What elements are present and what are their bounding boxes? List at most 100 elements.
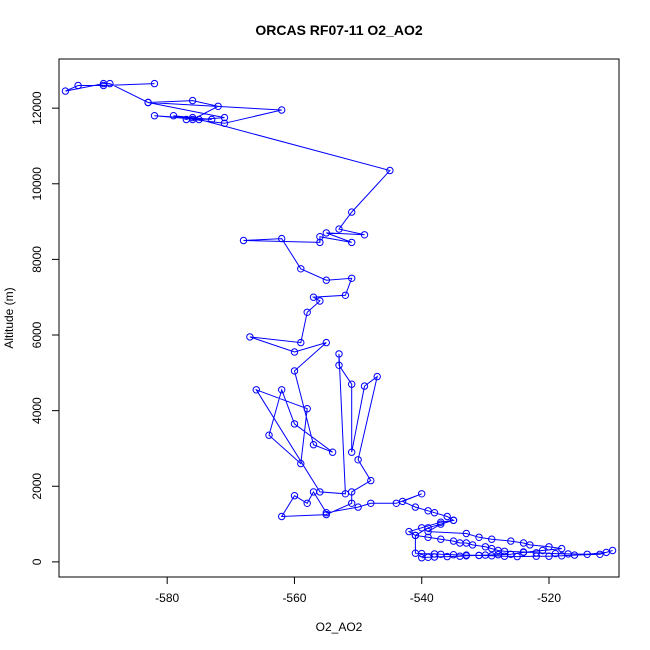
y-tick-label: 4000 bbox=[30, 397, 44, 424]
data-point bbox=[449, 516, 458, 524]
data-point bbox=[532, 552, 540, 560]
data-point bbox=[290, 367, 299, 375]
data-point bbox=[297, 459, 305, 468]
data-point bbox=[545, 543, 553, 551]
data-point bbox=[144, 98, 152, 107]
data-point bbox=[106, 79, 114, 88]
x-tick-label: -540 bbox=[410, 591, 434, 605]
x-tick-label: -580 bbox=[155, 591, 179, 605]
data-point bbox=[398, 497, 407, 506]
data-point bbox=[424, 527, 432, 536]
data-point bbox=[195, 115, 203, 124]
data-point bbox=[297, 265, 305, 273]
data-point bbox=[507, 537, 515, 545]
data-point bbox=[500, 547, 509, 555]
data-point bbox=[418, 554, 426, 562]
data-point bbox=[538, 546, 547, 555]
data-point bbox=[341, 291, 350, 299]
data-point bbox=[335, 350, 343, 358]
data-point bbox=[411, 549, 420, 557]
y-tick-label: 8000 bbox=[30, 246, 44, 273]
data-point bbox=[583, 550, 591, 558]
data-point bbox=[322, 229, 330, 237]
data-point bbox=[526, 541, 534, 549]
data-point bbox=[437, 520, 445, 528]
data-point bbox=[220, 119, 229, 128]
data-point bbox=[418, 490, 426, 498]
data-point bbox=[424, 533, 432, 541]
data-point bbox=[309, 441, 318, 449]
data-point bbox=[188, 113, 197, 122]
data-point bbox=[290, 420, 299, 428]
data-point bbox=[430, 509, 439, 517]
data-point bbox=[475, 533, 483, 541]
data-point bbox=[239, 236, 248, 245]
x-tick-label: -520 bbox=[537, 591, 561, 605]
y-tick-label: 6000 bbox=[30, 321, 44, 348]
data-point bbox=[99, 81, 108, 90]
series-layer bbox=[61, 79, 617, 562]
data-point bbox=[322, 338, 330, 347]
x-axis-label: O2_AO2 bbox=[316, 620, 363, 634]
data-point bbox=[278, 386, 286, 394]
data-point bbox=[348, 499, 356, 507]
x-tick-label: -560 bbox=[282, 591, 306, 605]
y-tick-label: 0 bbox=[30, 558, 44, 565]
data-point bbox=[188, 96, 197, 105]
data-point bbox=[303, 405, 311, 413]
data-point bbox=[558, 544, 566, 553]
data-point bbox=[150, 79, 159, 88]
data-point bbox=[348, 208, 356, 216]
data-point bbox=[61, 87, 70, 95]
data-point bbox=[532, 549, 540, 557]
data-point bbox=[462, 529, 470, 538]
data-point bbox=[278, 234, 286, 243]
data-point bbox=[360, 231, 369, 239]
data-point bbox=[367, 499, 375, 507]
data-point bbox=[290, 492, 299, 500]
data-point bbox=[278, 512, 286, 521]
data-point bbox=[551, 549, 560, 558]
data-point bbox=[596, 550, 604, 558]
data-point bbox=[475, 551, 483, 560]
x-axis: -580 -560 -540 -520 bbox=[155, 576, 561, 605]
data-point bbox=[208, 115, 216, 124]
data-point bbox=[545, 552, 553, 560]
data-point bbox=[265, 431, 273, 439]
data-point bbox=[354, 503, 362, 511]
data-point bbox=[74, 81, 82, 90]
data-point bbox=[246, 333, 254, 341]
data-point bbox=[252, 386, 260, 394]
data-point bbox=[405, 527, 413, 536]
data-point bbox=[488, 535, 496, 543]
data-point bbox=[386, 166, 394, 175]
y-axis-label: Altitude (m) bbox=[2, 287, 16, 348]
data-point bbox=[328, 448, 337, 456]
data-point bbox=[322, 510, 330, 519]
y-tick-label: 12000 bbox=[30, 91, 44, 125]
data-point bbox=[348, 274, 356, 282]
y-axis: 0 2000 4000 6000 8000 10000 12000 bbox=[30, 91, 60, 565]
data-point bbox=[316, 233, 324, 241]
data-point bbox=[303, 308, 311, 316]
data-point bbox=[220, 113, 229, 122]
data-point bbox=[430, 550, 439, 558]
data-point bbox=[309, 488, 318, 496]
data-point bbox=[373, 372, 381, 381]
y-tick-label: 2000 bbox=[30, 473, 44, 500]
data-point bbox=[367, 476, 375, 485]
data-point bbox=[348, 380, 356, 388]
y-tick-label: 10000 bbox=[30, 167, 44, 201]
data-point bbox=[424, 507, 432, 515]
data-point bbox=[456, 552, 464, 560]
data-point bbox=[290, 348, 299, 356]
data-point bbox=[519, 548, 528, 557]
data-point bbox=[443, 552, 451, 561]
data-point bbox=[558, 552, 566, 560]
series-line bbox=[65, 83, 613, 559]
data-point bbox=[278, 106, 286, 114]
data-point bbox=[411, 503, 420, 511]
data-point bbox=[316, 297, 324, 305]
